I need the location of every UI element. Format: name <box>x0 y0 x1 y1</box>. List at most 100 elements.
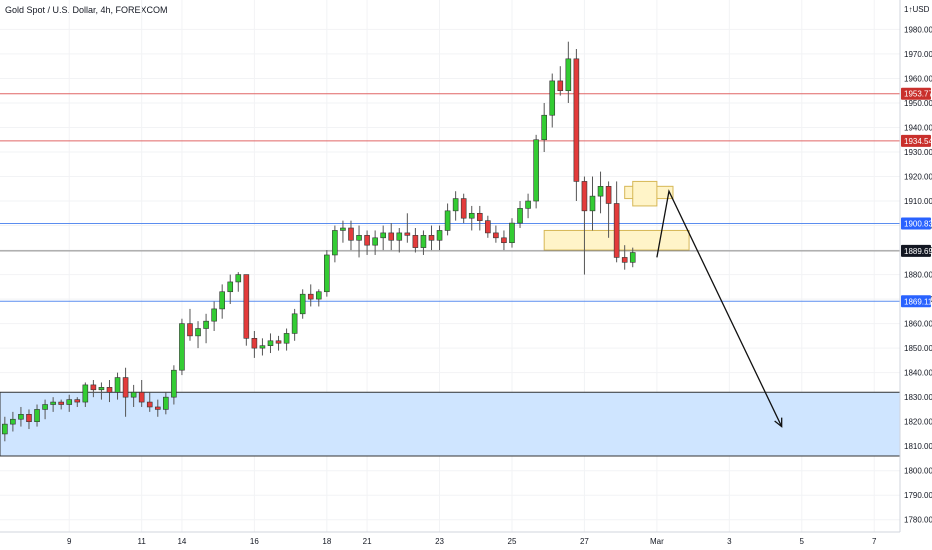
price-tag-label: 1953.77 <box>904 90 932 99</box>
candle-down <box>412 235 419 248</box>
candle-up <box>597 186 604 197</box>
candle-up <box>219 291 225 310</box>
candle-down <box>90 384 97 391</box>
candle-down <box>485 220 491 234</box>
candle-down <box>74 399 81 403</box>
candle-up <box>452 198 459 212</box>
x-tick-label: 25 <box>508 537 517 546</box>
candle-up <box>340 227 346 231</box>
candle-up <box>396 232 403 241</box>
price-tag <box>901 217 931 230</box>
candle-up <box>2 423 8 435</box>
candle-up <box>34 409 40 422</box>
candle-up <box>332 230 338 256</box>
candle-up <box>18 414 24 420</box>
candle-down <box>460 198 467 219</box>
candle-up <box>444 210 451 231</box>
demand-zone <box>0 391 901 457</box>
x-tick-label: 27 <box>580 537 589 546</box>
x-tick-label: 7 <box>872 537 877 546</box>
candle-up <box>10 418 16 425</box>
x-tick-label: 23 <box>435 537 444 546</box>
price-tag <box>901 295 931 308</box>
candle-down <box>501 237 507 244</box>
y-tick-label: 1850.00 <box>904 344 932 353</box>
candle-down <box>621 257 628 263</box>
candle-down <box>58 401 64 405</box>
candle-up <box>468 212 475 219</box>
x-tick-label: 5 <box>800 537 805 546</box>
candle-up <box>267 340 274 346</box>
supply-box <box>632 180 658 207</box>
y-tick-label: 1930.00 <box>904 148 932 157</box>
y-tick-label: 1960.00 <box>904 74 932 83</box>
currency-label: 1↑USD <box>904 5 930 14</box>
candle-down <box>573 58 580 182</box>
x-tick-label: 9 <box>67 537 72 546</box>
candle-down <box>613 203 620 258</box>
x-tick-label: 11 <box>138 537 147 546</box>
candle-up <box>324 254 330 293</box>
y-tick-label: 1860.00 <box>904 320 932 329</box>
candle-up <box>98 387 105 391</box>
candle-up <box>227 281 234 293</box>
arrow-head <box>774 417 783 428</box>
y-tick-label: 1950.00 <box>904 99 932 108</box>
candle-down <box>154 406 161 410</box>
price-tag-label: 1889.69 <box>904 247 932 256</box>
time-axis-bg <box>0 532 900 550</box>
candle-up <box>50 401 56 405</box>
candle-up <box>259 345 266 349</box>
y-tick-label: 1920.00 <box>904 173 932 182</box>
candle-down <box>26 414 32 422</box>
candle-down <box>364 235 370 246</box>
candle-up <box>517 208 523 224</box>
price-tag <box>901 244 931 257</box>
y-tick-label: 1780.00 <box>904 516 932 525</box>
candle-down <box>428 235 435 241</box>
candle-up <box>195 328 201 337</box>
candle-down <box>106 387 113 393</box>
candle-up <box>163 396 169 410</box>
y-tick-label: 1940.00 <box>904 123 932 132</box>
price-tag-label: 1934.54 <box>904 137 932 146</box>
candle-up <box>114 377 121 393</box>
chart-title: Gold Spot / U.S. Dollar, 4h, FOREXCOM <box>5 5 168 15</box>
candle-down <box>251 338 258 349</box>
x-tick-label: 14 <box>177 537 186 546</box>
candle-down <box>404 232 411 236</box>
candle-up <box>171 369 177 398</box>
candle-up <box>66 399 73 405</box>
candle-up <box>372 237 378 246</box>
candle-down <box>187 323 193 337</box>
candle-down <box>557 80 564 92</box>
price-tag-label: 1869.11 <box>904 297 932 306</box>
candle-down <box>493 232 499 239</box>
candle-up <box>420 235 427 248</box>
y-tick-label: 1790.00 <box>904 491 932 500</box>
y-tick-label: 1910.00 <box>904 197 932 206</box>
y-tick-label: 1830.00 <box>904 393 932 402</box>
candle-up <box>235 274 242 283</box>
candle-up <box>179 323 185 371</box>
candle-up <box>629 252 636 263</box>
price-tag-label: 1900.83 <box>904 220 932 229</box>
candle-up <box>130 391 137 398</box>
candle-down <box>243 274 250 339</box>
candle-down <box>581 181 588 212</box>
candle-up <box>549 80 556 116</box>
candle-up <box>291 313 298 334</box>
candle-down <box>605 186 612 204</box>
candle-up <box>533 139 539 202</box>
candle-up <box>565 58 572 92</box>
price-tag <box>901 134 931 147</box>
x-tick-label: 3 <box>727 537 732 546</box>
candle-up <box>42 404 48 410</box>
candle-down <box>307 293 314 300</box>
candle-down <box>348 227 354 241</box>
candle-down <box>476 212 483 221</box>
candle-up <box>82 384 89 403</box>
candle-up <box>299 293 306 315</box>
candle-up <box>525 200 531 209</box>
